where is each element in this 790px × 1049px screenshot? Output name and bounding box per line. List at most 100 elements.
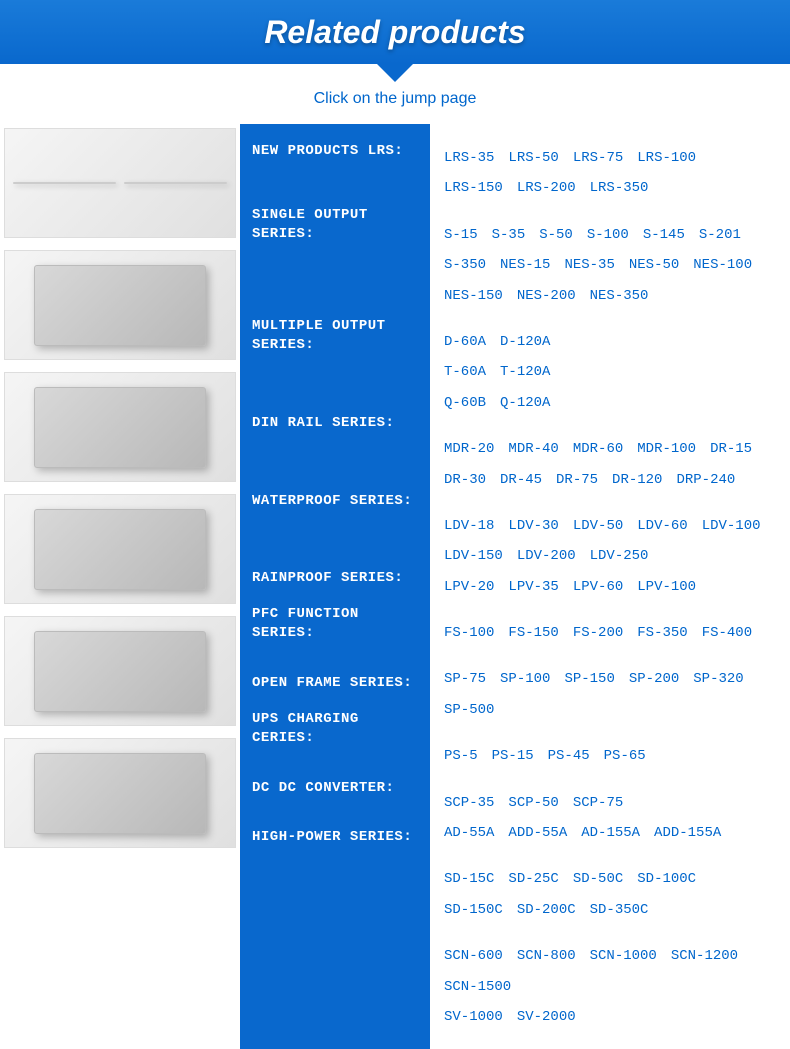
category-label: DIN RAIL SERIES: (252, 406, 418, 442)
product-link[interactable]: NES-100 (693, 252, 752, 279)
products-table: NEW PRODUCTS LRS:SINGLE OUTPUT SERIES:MU… (240, 124, 790, 1049)
product-link[interactable]: SCN-1500 (444, 974, 511, 1001)
product-link[interactable]: SCP-50 (508, 790, 558, 817)
product-link[interactable]: S-145 (643, 222, 685, 249)
product-link[interactable]: SCP-75 (573, 790, 623, 817)
product-link[interactable]: MDR-60 (573, 436, 623, 463)
product-link[interactable]: DR-120 (612, 467, 662, 494)
product-link[interactable]: SD-150C (444, 897, 503, 924)
product-link[interactable]: PS-5 (444, 743, 478, 770)
product-image-din-rail-modules (4, 128, 236, 238)
product-link[interactable]: FS-350 (637, 620, 687, 647)
product-link[interactable]: LRS-100 (637, 145, 696, 172)
product-link[interactable]: S-350 (444, 252, 486, 279)
product-link[interactable]: DR-30 (444, 467, 486, 494)
category-label: DC DC CONVERTER: (252, 771, 418, 807)
product-link[interactable]: PS-45 (548, 743, 590, 770)
product-image-power-supply-large (4, 372, 236, 482)
product-link[interactable]: DR-15 (710, 436, 752, 463)
product-link[interactable]: DR-45 (500, 467, 542, 494)
product-link[interactable]: LRS-35 (444, 145, 494, 172)
product-link[interactable]: T-120A (500, 359, 550, 386)
product-link[interactable]: SP-200 (629, 666, 679, 693)
product-link[interactable]: NES-15 (500, 252, 550, 279)
product-link[interactable]: SP-500 (444, 697, 494, 724)
product-link[interactable]: LRS-350 (590, 175, 649, 202)
product-link[interactable]: DRP-240 (676, 467, 735, 494)
product-images-column (0, 124, 240, 1049)
category-label: SINGLE OUTPUT SERIES: (252, 198, 418, 253)
product-link[interactable]: LDV-30 (508, 513, 558, 540)
product-link[interactable]: SD-15C (444, 866, 494, 893)
product-link[interactable]: SCP-35 (444, 790, 494, 817)
category-label: RAINPROOF SERIES: (252, 561, 418, 597)
product-link[interactable]: NES-150 (444, 283, 503, 310)
product-link[interactable]: LDV-250 (590, 543, 649, 570)
product-link[interactable]: NES-350 (590, 283, 649, 310)
product-link[interactable]: S-35 (492, 222, 526, 249)
product-link[interactable]: FS-150 (508, 620, 558, 647)
product-link[interactable]: LRS-150 (444, 175, 503, 202)
product-link[interactable]: FS-200 (573, 620, 623, 647)
product-link[interactable]: T-60A (444, 359, 486, 386)
product-link[interactable]: DR-75 (556, 467, 598, 494)
page-title: Related products (264, 14, 525, 51)
product-link[interactable]: LPV-35 (508, 574, 558, 601)
product-link[interactable]: D-120A (500, 329, 550, 356)
product-row: SCP-35 SCP-50 SCP-75 AD-55A ADD-55A AD-155A AD… (444, 779, 776, 856)
product-link[interactable]: MDR-20 (444, 436, 494, 463)
product-link[interactable]: LRS-75 (573, 145, 623, 172)
categories-column: NEW PRODUCTS LRS:SINGLE OUTPUT SERIES:MU… (240, 124, 430, 1049)
product-row: LRS-35 LRS-50 LRS-75 LRS-100 LRS-150 LRS-200 L… (444, 134, 776, 211)
product-link[interactable]: FS-400 (702, 620, 752, 647)
product-link[interactable]: S-100 (587, 222, 629, 249)
product-link[interactable]: S-50 (539, 222, 573, 249)
product-link[interactable]: LDV-150 (444, 543, 503, 570)
product-link[interactable]: PS-15 (492, 743, 534, 770)
product-link[interactable]: LRS-50 (508, 145, 558, 172)
product-link[interactable]: FS-100 (444, 620, 494, 647)
product-link[interactable]: AD-55A (444, 820, 494, 847)
product-link[interactable]: SP-320 (693, 666, 743, 693)
product-link[interactable]: AD-155A (581, 820, 640, 847)
product-link[interactable]: ADD-155A (654, 820, 721, 847)
product-link[interactable]: SCN-600 (444, 943, 503, 970)
product-link[interactable]: S-201 (699, 222, 741, 249)
product-row: SD-15C SD-25C SD-50C SD-100C SD-150C SD-200C S… (444, 855, 776, 932)
product-link[interactable]: LDV-60 (637, 513, 687, 540)
product-link[interactable]: NES-35 (564, 252, 614, 279)
product-link[interactable]: SCN-1200 (671, 943, 738, 970)
product-image-ups-charger (4, 616, 236, 726)
product-link[interactable]: LPV-60 (573, 574, 623, 601)
product-link[interactable]: SD-100C (637, 866, 696, 893)
product-link[interactable]: LPV-20 (444, 574, 494, 601)
product-link[interactable]: Q-120A (500, 390, 550, 417)
product-link[interactable]: LPV-100 (637, 574, 696, 601)
product-link[interactable]: NES-50 (629, 252, 679, 279)
product-link[interactable]: SCN-1000 (590, 943, 657, 970)
product-link[interactable]: SCN-800 (517, 943, 576, 970)
product-link[interactable]: MDR-40 (508, 436, 558, 463)
product-link[interactable]: D-60A (444, 329, 486, 356)
product-link[interactable]: Q-60B (444, 390, 486, 417)
product-link[interactable]: LRS-200 (517, 175, 576, 202)
product-link[interactable]: LDV-100 (702, 513, 761, 540)
product-link[interactable]: SD-25C (508, 866, 558, 893)
product-link[interactable]: LDV-200 (517, 543, 576, 570)
product-link[interactable]: ADD-55A (508, 820, 567, 847)
product-link[interactable]: PS-65 (604, 743, 646, 770)
product-link[interactable]: S-15 (444, 222, 478, 249)
product-link[interactable]: SD-200C (517, 897, 576, 924)
product-link[interactable]: SP-150 (564, 666, 614, 693)
product-link[interactable]: NES-200 (517, 283, 576, 310)
product-link[interactable]: LDV-18 (444, 513, 494, 540)
product-link[interactable]: SP-100 (500, 666, 550, 693)
product-link[interactable]: SD-50C (573, 866, 623, 893)
product-link[interactable]: SP-75 (444, 666, 486, 693)
product-link[interactable]: LDV-50 (573, 513, 623, 540)
product-row: SP-75 SP-100 SP-150 SP-200 SP-320 SP-500 (444, 655, 776, 732)
product-link[interactable]: MDR-100 (637, 436, 696, 463)
product-link[interactable]: SD-350C (590, 897, 649, 924)
product-link[interactable]: SV-2000 (517, 1004, 576, 1031)
product-link[interactable]: SV-1000 (444, 1004, 503, 1031)
